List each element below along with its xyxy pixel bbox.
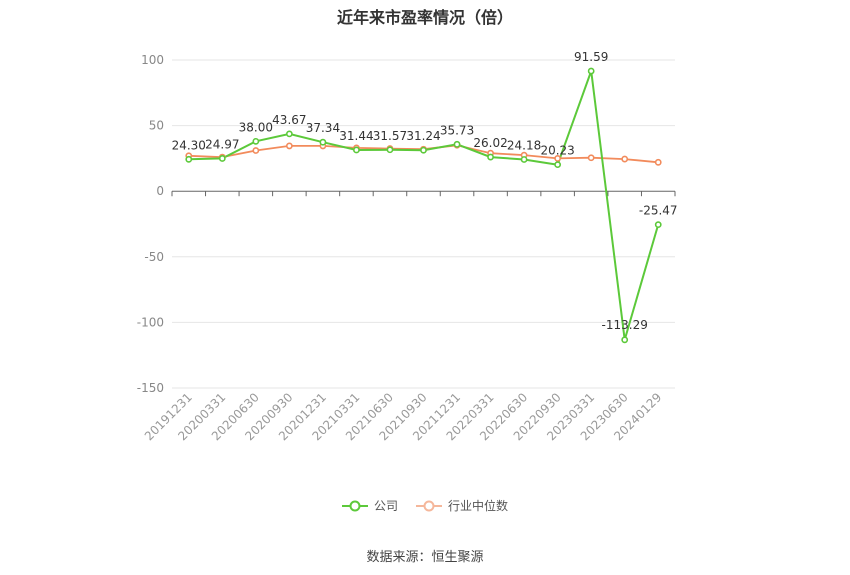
data-point bbox=[252, 137, 260, 145]
data-point bbox=[252, 147, 260, 154]
y-tick-label: 100 bbox=[141, 53, 164, 67]
series-lines bbox=[188, 70, 660, 341]
data-label: 35.73 bbox=[440, 123, 474, 137]
data-label: -113.29 bbox=[602, 318, 648, 332]
data-label: 24.97 bbox=[205, 137, 239, 151]
legend-company-marker bbox=[341, 500, 368, 511]
data-label: 43.67 bbox=[272, 113, 306, 127]
data-point bbox=[218, 155, 226, 162]
legend-industry-label: 行业中位数 bbox=[448, 499, 509, 513]
data-point bbox=[453, 140, 461, 148]
data-point bbox=[386, 146, 394, 154]
data-label: 20.23 bbox=[540, 144, 574, 158]
legend-company-label: 公司 bbox=[373, 499, 398, 513]
line-chart: 100 50 0 -50 -100 -150 2019123120200331202006… bbox=[137, 50, 678, 443]
data-label: 31.24 bbox=[406, 129, 440, 143]
data-point bbox=[353, 146, 360, 154]
grid-lines bbox=[172, 59, 675, 389]
data-point bbox=[587, 154, 595, 162]
x-axis-ticks: 2019123120200331202006302020093020201231… bbox=[142, 390, 665, 443]
y-tick-label: -100 bbox=[137, 315, 164, 329]
data-point bbox=[654, 221, 662, 229]
data-label: 24.18 bbox=[507, 138, 541, 152]
data-label: -25.47 bbox=[639, 204, 678, 218]
data-point bbox=[319, 138, 327, 146]
data-point bbox=[520, 156, 528, 163]
data-label: 24.30 bbox=[172, 138, 206, 152]
data-label: 38.00 bbox=[239, 120, 273, 134]
data-point bbox=[554, 161, 562, 169]
y-axis-ticks: 100 50 0 -50 -100 -150 bbox=[137, 53, 164, 395]
series-points bbox=[185, 67, 662, 344]
y-tick-label: 0 bbox=[156, 184, 164, 198]
data-label: 26.02 bbox=[473, 136, 507, 150]
data-point bbox=[621, 155, 629, 163]
data-label: 31.44 bbox=[339, 129, 373, 143]
data-label: 91.59 bbox=[574, 50, 608, 64]
data-point bbox=[587, 67, 595, 75]
legend-item-industry[interactable]: 行业中位数 bbox=[416, 497, 508, 514]
y-tick-label: 50 bbox=[149, 119, 164, 133]
y-tick-label: -50 bbox=[144, 250, 164, 264]
data-point bbox=[285, 130, 293, 138]
data-label: 31.57 bbox=[373, 129, 407, 143]
data-point bbox=[285, 142, 293, 150]
y-tick-label: -150 bbox=[137, 381, 164, 395]
data-label: 37.34 bbox=[306, 121, 340, 135]
legend: 公司 行业中位数 bbox=[0, 497, 850, 514]
data-source: 数据来源：恒生聚源 bbox=[366, 550, 484, 565]
chart-title: 近年来市盈率情况（倍） bbox=[336, 8, 513, 27]
legend-industry-marker bbox=[416, 500, 442, 511]
data-point bbox=[487, 153, 494, 161]
data-point bbox=[420, 146, 427, 154]
series-line bbox=[188, 70, 660, 341]
data-point bbox=[554, 154, 562, 162]
x-axis bbox=[171, 190, 676, 197]
data-point bbox=[621, 336, 629, 344]
data-point bbox=[185, 155, 193, 163]
data-point bbox=[654, 158, 662, 166]
legend-item-company[interactable]: 公司 bbox=[341, 497, 398, 514]
